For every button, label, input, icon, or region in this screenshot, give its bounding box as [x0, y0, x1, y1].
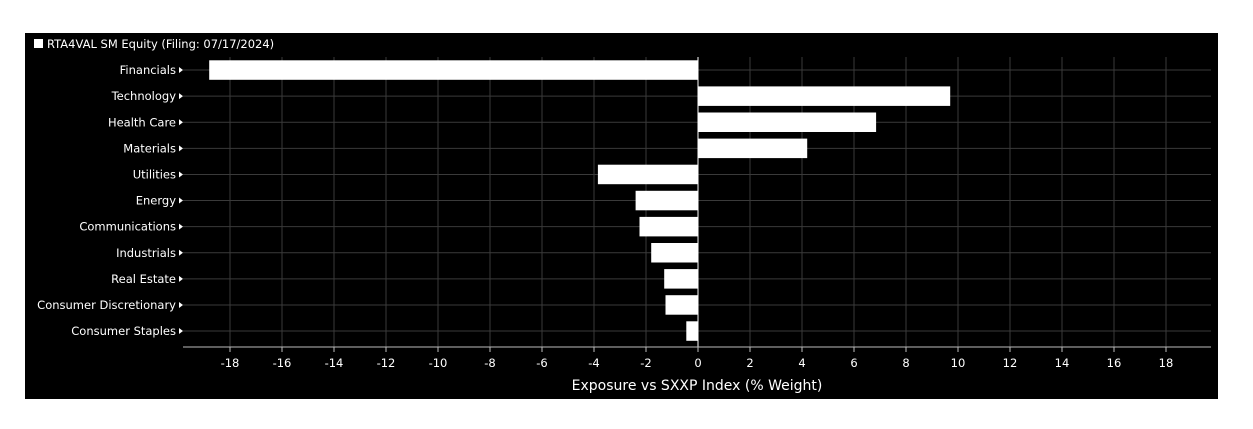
- y-tick-mark: [179, 301, 183, 308]
- x-tick-label: 18: [1159, 356, 1174, 370]
- x-tick-label: 6: [850, 356, 857, 370]
- x-tick-label: 0: [694, 356, 701, 370]
- y-tick-mark: [179, 197, 183, 204]
- y-tick-mark: [179, 275, 183, 282]
- y-category-label: Communications: [79, 220, 176, 234]
- x-tick-label: -10: [429, 356, 448, 370]
- bar: [209, 60, 698, 80]
- y-category-label: Industrials: [116, 246, 176, 260]
- x-tick-label: 12: [1003, 356, 1018, 370]
- y-tick-mark: [179, 328, 183, 335]
- x-tick-label: 16: [1107, 356, 1122, 370]
- y-category-label: Utilities: [133, 167, 176, 181]
- chart-panel: -18 -16 -14 -12 -10 -8 -6 -4 -2 0 2 4 6 8 10 12 14 16 18 Fi…: [25, 33, 1218, 399]
- y-tick-mark: [179, 223, 183, 230]
- x-tick-label: -6: [536, 356, 547, 370]
- bar-chart: -18 -16 -14 -12 -10 -8 -6 -4 -2 0 2 4 6 8 10 12 14 16 18 Fi…: [34, 37, 1211, 394]
- bar: [664, 269, 698, 289]
- legend-label: RTA4VAL SM Equity (Filing: 07/17/2024): [47, 37, 274, 51]
- y-category-label: Consumer Discretionary: [37, 298, 176, 312]
- y-category-label: Materials: [123, 141, 176, 155]
- bar: [651, 243, 698, 263]
- y-category-label: Energy: [136, 194, 176, 208]
- legend-swatch: [34, 39, 43, 48]
- x-tick-label: -8: [484, 356, 495, 370]
- y-category-label: Consumer Staples: [71, 324, 176, 338]
- x-tick-label: -12: [377, 356, 396, 370]
- bar: [665, 295, 698, 315]
- x-tick-label: 10: [951, 356, 966, 370]
- legend: RTA4VAL SM Equity (Filing: 07/17/2024): [34, 37, 274, 51]
- x-tick-label: 4: [798, 356, 805, 370]
- x-tick-label: -18: [221, 356, 240, 370]
- bar-layer: [209, 60, 951, 341]
- x-tick-label: -4: [588, 356, 599, 370]
- y-tick-mark: [179, 249, 183, 256]
- y-tick-mark: [179, 67, 183, 74]
- y-tick-mark: [179, 171, 183, 178]
- y-tick-mark: [179, 119, 183, 126]
- y-tick-mark: [179, 93, 183, 100]
- bar: [698, 86, 951, 106]
- x-tick-label: -2: [640, 356, 651, 370]
- bar: [698, 112, 877, 132]
- y-category-label: Financials: [120, 63, 176, 77]
- bar: [597, 164, 698, 185]
- x-tick-label: -16: [273, 356, 292, 370]
- bar: [639, 216, 698, 237]
- y-category-label: Technology: [111, 89, 177, 103]
- x-tick-label: 14: [1055, 356, 1070, 370]
- y-category-label: Real Estate: [111, 272, 176, 286]
- x-tick-label: 2: [746, 356, 753, 370]
- bar: [698, 138, 808, 159]
- axis-layer: -18 -16 -14 -12 -10 -8 -6 -4 -2 0 2 4 6 8 10 12 14 16 18 Fi…: [37, 57, 1211, 370]
- x-tick-label: 8: [902, 356, 909, 370]
- y-tick-mark: [179, 145, 183, 152]
- bar: [686, 321, 698, 341]
- bar: [635, 190, 698, 211]
- x-axis-title: Exposure vs SXXP Index (% Weight): [572, 378, 823, 394]
- x-tick-label: -14: [325, 356, 344, 370]
- y-category-label: Health Care: [108, 115, 176, 129]
